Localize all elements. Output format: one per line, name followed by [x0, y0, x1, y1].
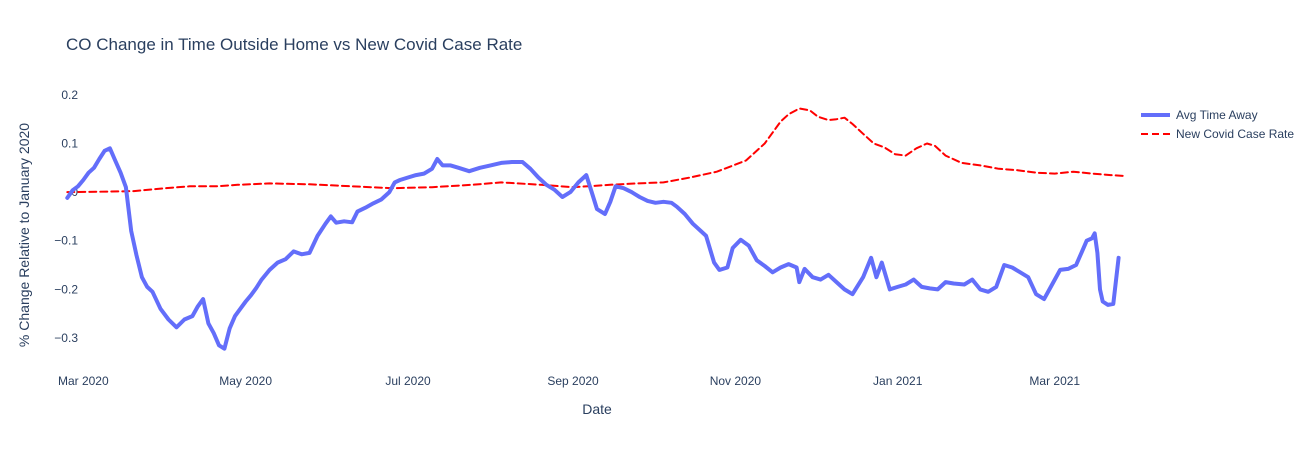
series-line-avg-time-away [65, 146, 1121, 351]
y-tick-label: 0.2 [61, 88, 78, 102]
y-axis-title: % Change Relative to January 2020 [16, 123, 32, 347]
x-tick-label: Sep 2020 [547, 374, 599, 388]
legend-label-avg-time-away: Avg Time Away [1176, 108, 1258, 122]
y-tick-label: −0.2 [54, 282, 78, 296]
legend-item-avg-time-away[interactable]: Avg Time Away [1141, 108, 1258, 122]
legend-item-covid-case-rate[interactable]: New Covid Case Rate [1141, 127, 1294, 141]
y-tick-label: −0.3 [54, 331, 78, 345]
y-axis-ticks: 0.20.10−0.1−0.2−0.3 [54, 88, 78, 345]
chart-title: CO Change in Time Outside Home vs New Co… [66, 35, 522, 54]
plot-area [65, 107, 1128, 351]
x-tick-label: Jul 2020 [385, 374, 431, 388]
legend-label-covid-case-rate: New Covid Case Rate [1176, 127, 1294, 141]
series-line-covid-case-rate [66, 107, 1128, 194]
x-tick-label: May 2020 [219, 374, 272, 388]
y-tick-label: 0.1 [61, 136, 78, 150]
x-tick-label: Mar 2021 [1029, 374, 1080, 388]
x-tick-label: Mar 2020 [58, 374, 109, 388]
x-axis-ticks: Mar 2020 May 2020 Jul 2020 Sep 2020 Nov 2020… [58, 374, 1080, 388]
x-tick-label: Nov 2020 [710, 374, 762, 388]
y-tick-label: −0.1 [54, 234, 78, 248]
legend[interactable]: Avg Time Away New Covid Case Rate [1141, 108, 1294, 141]
x-tick-label: Jan 2021 [873, 374, 923, 388]
x-axis-title: Date [582, 401, 612, 417]
